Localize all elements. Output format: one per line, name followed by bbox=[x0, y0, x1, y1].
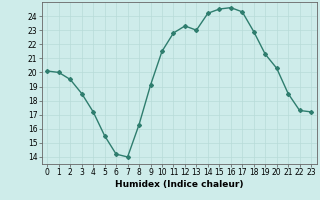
X-axis label: Humidex (Indice chaleur): Humidex (Indice chaleur) bbox=[115, 180, 244, 189]
